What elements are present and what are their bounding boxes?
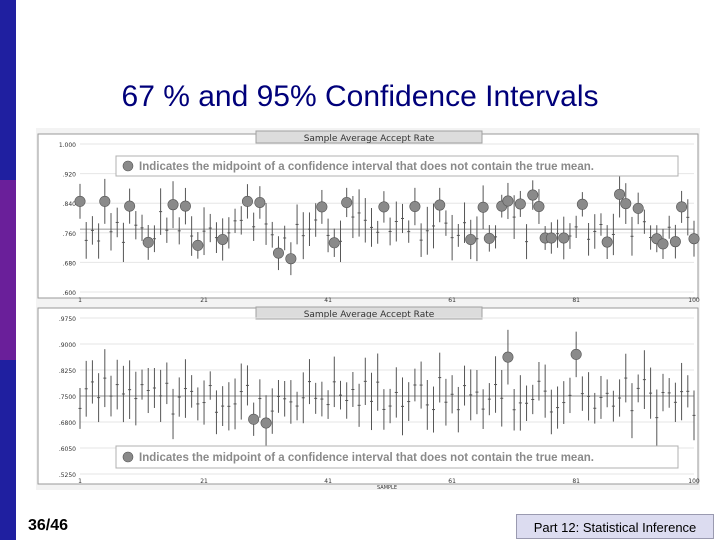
highlighted-midpoint-marker bbox=[260, 417, 272, 429]
x-tick-label: 100 bbox=[688, 478, 700, 485]
highlighted-midpoint-marker bbox=[254, 196, 266, 208]
y-tick-label: .9000 bbox=[59, 342, 76, 349]
y-tick-label: .600 bbox=[63, 290, 77, 297]
slide-number: 36/46 bbox=[28, 517, 69, 534]
footer-box: Part 12: Statistical Inference bbox=[516, 514, 714, 539]
y-tick-label: .9750 bbox=[59, 316, 76, 323]
confidence-interval-charts: Sample Average Accept Rate .600 .680 .760 .8… bbox=[37, 130, 700, 490]
highlighted-midpoint-marker bbox=[241, 195, 253, 207]
highlighted-midpoint-marker bbox=[272, 247, 284, 259]
sidebar-middle-block bbox=[0, 180, 16, 360]
highlighted-midpoint-marker bbox=[328, 237, 340, 249]
highlighted-midpoint-marker bbox=[179, 200, 191, 212]
y-tick-label: .7500 bbox=[59, 394, 76, 401]
y-tick-label: .6800 bbox=[59, 420, 76, 427]
confidence-interval-figure: Sample Average Accept Rate .600 .680 .760 .8… bbox=[36, 128, 700, 490]
highlighted-midpoint-marker bbox=[502, 195, 514, 207]
footer-text: Part 12: Statistical Inference bbox=[533, 520, 697, 535]
x-tick-label: 61 bbox=[448, 478, 456, 485]
y-tick-label: .8250 bbox=[59, 368, 76, 375]
legend-box bbox=[115, 445, 679, 469]
highlighted-midpoint-marker bbox=[632, 202, 644, 214]
y-tick-label: .5250 bbox=[59, 472, 76, 479]
highlighted-midpoint-marker bbox=[620, 198, 632, 210]
highlighted-midpoint-marker bbox=[167, 199, 179, 211]
highlighted-midpoint-marker bbox=[676, 201, 688, 213]
chart-title: Sample Average Accept Rate bbox=[304, 134, 435, 144]
x-tick-label: 21 bbox=[200, 297, 208, 304]
legend-box bbox=[115, 155, 679, 177]
highlighted-midpoint-marker bbox=[409, 201, 421, 213]
x-tick-label: 1 bbox=[78, 478, 82, 485]
highlighted-midpoint-marker bbox=[285, 253, 297, 265]
highlighted-midpoint-marker bbox=[124, 200, 136, 212]
highlighted-midpoint-marker bbox=[483, 232, 495, 244]
x-tick-label: 100 bbox=[688, 297, 700, 304]
highlighted-midpoint-marker bbox=[341, 196, 353, 208]
chart-title-box bbox=[255, 306, 483, 320]
highlighted-midpoint-marker bbox=[316, 201, 328, 213]
highlighted-midpoint-marker bbox=[502, 351, 514, 363]
y-tick-label: .6050 bbox=[59, 446, 76, 453]
x-tick-label: 81 bbox=[572, 297, 580, 304]
highlighted-midpoint-marker bbox=[192, 239, 204, 251]
x-tick-label: 21 bbox=[200, 478, 208, 485]
highlighted-midpoint-marker bbox=[378, 201, 390, 213]
chart-title-box bbox=[255, 130, 483, 144]
legend-marker bbox=[122, 451, 134, 463]
highlighted-midpoint-marker bbox=[477, 201, 489, 213]
y-tick-label: .840 bbox=[63, 201, 77, 208]
highlighted-midpoint-marker bbox=[688, 233, 700, 245]
y-tick-label: .680 bbox=[63, 260, 77, 267]
highlighted-midpoint-marker bbox=[248, 413, 260, 425]
highlighted-midpoint-marker bbox=[657, 238, 669, 250]
x-tick-label: 81 bbox=[572, 478, 580, 485]
highlighted-midpoint-marker bbox=[601, 236, 613, 248]
x-axis-label: SAMPLE bbox=[377, 485, 397, 490]
legend-text: Indicates the midpoint of a confidence i… bbox=[139, 452, 594, 464]
highlighted-midpoint-marker bbox=[533, 201, 545, 213]
highlighted-midpoint-marker bbox=[217, 233, 229, 245]
highlighted-midpoint-marker bbox=[576, 198, 588, 210]
x-tick-label: 61 bbox=[448, 297, 456, 304]
highlighted-midpoint-marker bbox=[558, 232, 570, 244]
legend-marker bbox=[122, 160, 134, 172]
highlighted-midpoint-marker bbox=[570, 348, 582, 360]
highlighted-midpoint-marker bbox=[545, 232, 557, 244]
y-tick-label: .760 bbox=[63, 231, 77, 238]
x-tick-label: 1 bbox=[78, 297, 82, 304]
sidebar-top-block bbox=[0, 0, 16, 180]
highlighted-midpoint-marker bbox=[614, 188, 626, 200]
highlighted-midpoint-marker bbox=[465, 233, 477, 245]
x-tick-label: 41 bbox=[324, 297, 332, 304]
chart-title: Sample Average Accept Rate bbox=[304, 310, 435, 320]
highlighted-midpoint-marker bbox=[527, 189, 539, 201]
highlighted-midpoint-marker bbox=[74, 195, 86, 207]
highlighted-midpoint-marker bbox=[142, 236, 154, 248]
slide-title: 67 % and 95% Confidence Intervals bbox=[121, 80, 599, 113]
legend-text: Indicates the midpoint of a confidence i… bbox=[139, 161, 594, 173]
highlighted-midpoint-marker bbox=[514, 198, 526, 210]
highlighted-midpoint-marker bbox=[434, 199, 446, 211]
highlighted-midpoint-marker bbox=[99, 195, 111, 207]
x-tick-label: 41 bbox=[324, 478, 332, 485]
y-tick-label: 1.000 bbox=[59, 142, 76, 149]
sidebar-bottom-block bbox=[0, 360, 16, 540]
highlighted-midpoint-marker bbox=[669, 236, 681, 248]
y-tick-label: .920 bbox=[63, 172, 77, 179]
